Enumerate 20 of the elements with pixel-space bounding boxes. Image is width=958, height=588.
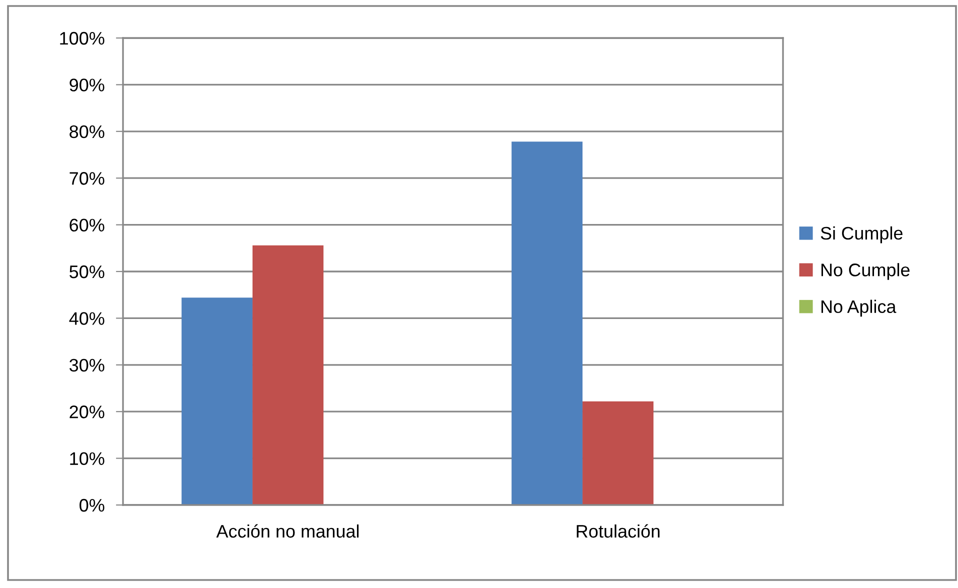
x-tick-label: Acción no manual xyxy=(216,524,359,538)
y-tick-label: 10% xyxy=(70,452,104,466)
y-tick-label: 100% xyxy=(60,32,104,45)
y-tick-label: 40% xyxy=(69,312,104,325)
x-tick-label: Rotulación xyxy=(576,524,660,538)
y-tick-label: 20% xyxy=(70,406,104,418)
y-tick-label: 80% xyxy=(70,125,104,138)
y-tick-label: 30% xyxy=(69,358,104,372)
y-tick-label: 90% xyxy=(70,78,104,92)
legend-label: No Aplica xyxy=(821,300,896,317)
y-tick-label: 50% xyxy=(70,265,104,278)
y-tick-label: 70% xyxy=(70,172,104,185)
bar xyxy=(252,245,324,505)
bar xyxy=(582,401,654,505)
bar xyxy=(512,142,583,505)
bar xyxy=(182,298,253,505)
legend-label: No Cumple xyxy=(821,263,910,280)
y-tick-label: 0% xyxy=(80,498,104,512)
legend-label: Si Cumple xyxy=(820,226,902,244)
y-tick-label: 60% xyxy=(70,218,104,232)
